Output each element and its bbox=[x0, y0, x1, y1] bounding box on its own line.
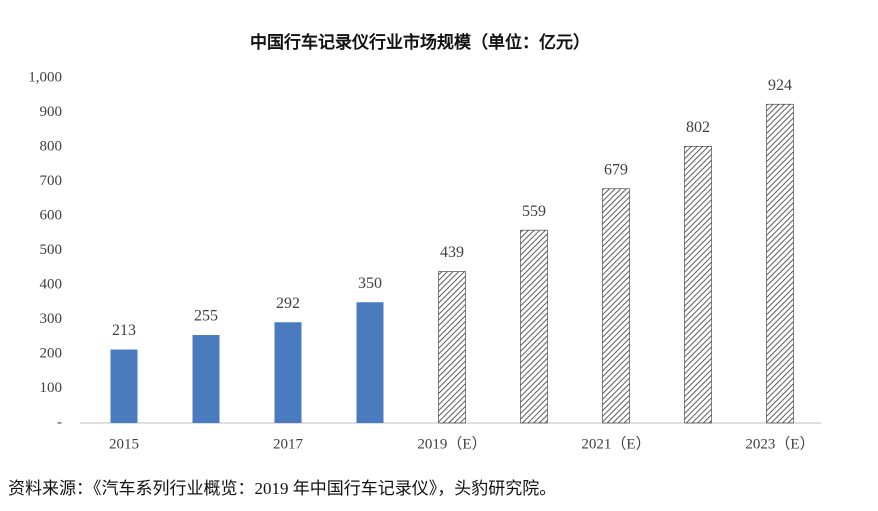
data-label: 679 bbox=[604, 161, 628, 178]
bar bbox=[602, 188, 630, 424]
x-tick-label: 2015 bbox=[109, 436, 139, 452]
y-tick-label: 1,000 bbox=[28, 69, 62, 85]
data-label: 213 bbox=[112, 322, 136, 339]
chart-title: 中国行车记录仪行业市场规模（单位：亿元） bbox=[250, 32, 590, 53]
x-tick-label: 2023（E） bbox=[745, 435, 814, 452]
data-label: 292 bbox=[276, 295, 300, 312]
data-label: 924 bbox=[768, 77, 792, 94]
y-tick-label: 700 bbox=[40, 173, 63, 189]
x-tick-label: 2019（E） bbox=[417, 435, 486, 452]
bar bbox=[438, 271, 466, 424]
data-label: 439 bbox=[440, 244, 464, 261]
data-label: 350 bbox=[358, 275, 382, 292]
y-tick-label: 500 bbox=[40, 242, 63, 258]
bar bbox=[192, 335, 220, 423]
data-label: 559 bbox=[522, 203, 546, 220]
bar bbox=[356, 302, 384, 423]
y-tick-label: - bbox=[57, 414, 62, 430]
bar bbox=[766, 103, 794, 424]
x-tick-label: 2021（E） bbox=[581, 435, 650, 452]
source-note: 资料来源：《汽车系列行业概览：2019 年中国行车记录仪》，头豹研究院。 bbox=[8, 479, 556, 498]
bar bbox=[684, 146, 712, 424]
bar bbox=[110, 349, 138, 423]
y-tick-label: 300 bbox=[40, 311, 63, 327]
bar bbox=[274, 322, 302, 423]
x-tick-label: 2017 bbox=[273, 436, 304, 452]
y-tick-label: 100 bbox=[40, 380, 63, 396]
bar bbox=[520, 229, 548, 424]
y-tick-label: 200 bbox=[40, 345, 63, 361]
y-tick-label: 900 bbox=[40, 104, 63, 120]
y-tick-label: 800 bbox=[40, 138, 63, 154]
data-label: 255 bbox=[194, 308, 218, 325]
y-tick-label: 400 bbox=[40, 276, 63, 292]
data-label: 802 bbox=[686, 119, 710, 136]
y-tick-label: 600 bbox=[40, 207, 63, 223]
